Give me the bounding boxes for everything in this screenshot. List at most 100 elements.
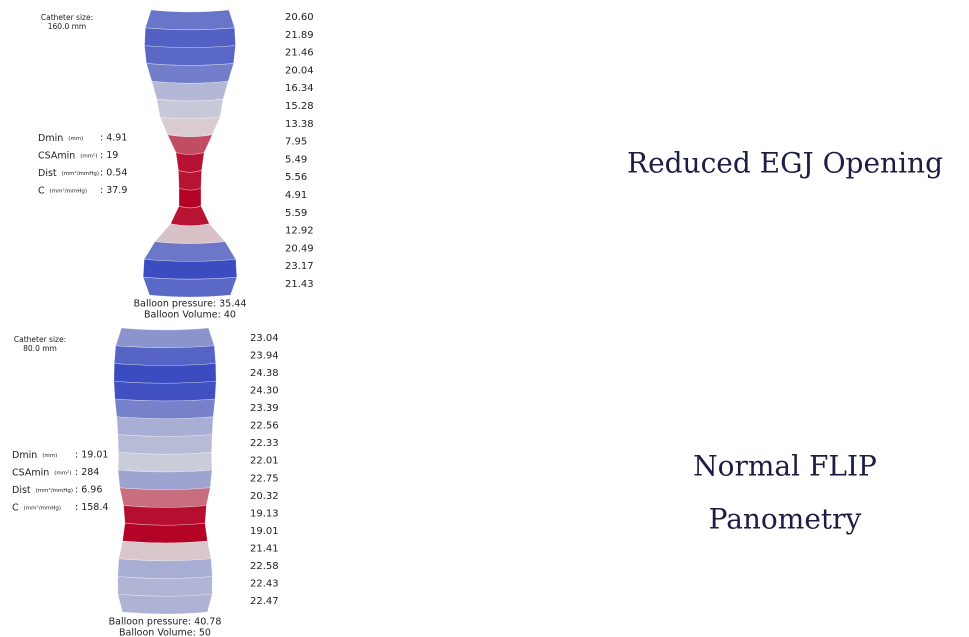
balloon-segment [143, 277, 237, 297]
diameter-label: 19.13 [250, 508, 279, 519]
diameter-label: 24.30 [250, 386, 279, 397]
stat-unit: (mm²/mmHg) [62, 170, 99, 177]
catheter-label: Catheter size: [14, 335, 66, 344]
stat-label: Dist (mm²/mmHg) [12, 485, 73, 496]
balloon-segment [157, 99, 223, 119]
stat-unit: (mm²/mmHg) [24, 504, 61, 511]
stat-unit: (mm) [68, 136, 83, 142]
stat-label: CSAmin(mm²) [12, 467, 71, 478]
diameter-label: 23.17 [285, 261, 314, 272]
stat-label: CSAmin (mm²) [38, 150, 97, 161]
diameter-label: 23.94 [250, 351, 279, 362]
diameter-label: 22.56 [250, 421, 279, 432]
balloon-segment [176, 153, 204, 173]
stat-unit: (mm²) [80, 152, 97, 159]
balloon-segment [118, 559, 213, 579]
balloon-segment [178, 170, 201, 190]
diameter-label: 5.56 [285, 172, 307, 183]
balloon-segment [114, 381, 216, 401]
diameter-label: 12.92 [285, 226, 314, 237]
stat-unit: (mm²/mmHg) [50, 187, 87, 194]
caption: Reduced EGJ Opening [627, 147, 943, 180]
balloon-segment [114, 364, 216, 384]
balloon-segment [124, 506, 207, 526]
stat-name: C [12, 502, 19, 513]
balloon-pressure: Balloon pressure: 40.78 [109, 617, 222, 628]
balloon-segment [168, 135, 213, 155]
balloon-segment [155, 224, 225, 244]
stat-value: : 37.9 [100, 185, 127, 196]
diameter-label: 20.60 [285, 12, 314, 23]
diameter-label: 4.91 [285, 190, 307, 201]
balloon-segment [145, 10, 234, 30]
stat-label: C (mm²/mmHg) [12, 502, 61, 513]
stat-name: C [38, 185, 45, 196]
diameter-label: 20.49 [285, 243, 314, 254]
diameter-label: 7.95 [285, 137, 307, 148]
balloon-volume: Balloon Volume: 40 [144, 310, 236, 321]
stat-name: Dmin [38, 133, 63, 144]
stat-name: CSAmin [38, 150, 75, 161]
stat-value: : 19.01 [75, 450, 108, 461]
balloon-segment [146, 63, 233, 83]
balloon-segment [118, 594, 212, 614]
diameter-label: 5.59 [285, 208, 307, 219]
stat-name: Dmin [12, 450, 37, 461]
catheter-size: 160.0 mm [48, 22, 86, 31]
diameter-label: 21.43 [285, 279, 314, 290]
balloon-segment [118, 435, 212, 455]
balloon-segment [123, 523, 208, 543]
balloon-segment [143, 259, 237, 279]
diameter-label: 21.46 [285, 48, 314, 59]
diameter-label: 20.32 [250, 491, 279, 502]
diameter-label: 20.04 [285, 65, 314, 76]
diameter-label: 21.41 [250, 543, 279, 554]
figure: 20.60 21.89 21.46 20.04 16.34 15.28 13.38 7.95 5… [0, 0, 969, 637]
balloon-segment [120, 488, 210, 508]
stat-label: Dmin (mm) [38, 133, 83, 144]
catheter-size: 80.0 mm [23, 344, 57, 353]
catheter-label: Catheter size: [41, 13, 93, 22]
diameter-label: 21.89 [285, 30, 314, 41]
diameter-label: 22.47 [250, 596, 279, 607]
balloon-segment [144, 46, 235, 66]
balloon-segment [171, 206, 210, 226]
diameter-label: 15.28 [285, 101, 314, 112]
diameter-label: 13.38 [285, 119, 314, 130]
stat-value: : 158.4 [75, 502, 108, 513]
stat-value: : 4.91 [100, 133, 127, 144]
balloon-segment [118, 452, 212, 472]
diameter-label: 22.75 [250, 473, 279, 484]
diameter-label: 22.01 [250, 456, 279, 467]
diameter-label: 22.43 [250, 578, 279, 589]
balloon-segment [117, 417, 213, 437]
stat-unit: (mm²) [54, 469, 71, 476]
stat-value: : 0.54 [100, 168, 127, 179]
diameter-label: 23.04 [250, 333, 279, 344]
diameter-label: 19.01 [250, 526, 279, 537]
stat-unit: (mm) [42, 453, 57, 459]
stat-label: Dmin (mm) [12, 450, 57, 461]
diameter-label: 23.39 [250, 403, 279, 414]
diameter-label: 16.34 [285, 83, 314, 94]
balloon-segment [118, 470, 212, 490]
stat-name: Dist [12, 485, 31, 496]
diameter-label: 5.49 [285, 154, 307, 165]
stat-unit: (mm²/mmHg) [36, 487, 73, 494]
diameter-label: 24.38 [250, 368, 279, 379]
balloon-pressure: Balloon pressure: 35.44 [134, 299, 247, 310]
balloon-segment [144, 28, 235, 48]
balloon-segment [115, 399, 215, 419]
diameter-label: 22.33 [250, 438, 279, 449]
balloon-volume: Balloon Volume: 50 [119, 628, 211, 637]
diameter-label: 22.58 [250, 561, 279, 572]
caption: Panometry [709, 503, 862, 536]
stat-label: Dist(mm²/mmHg) [38, 168, 99, 179]
stat-label: C (mm²/mmHg) [38, 185, 87, 196]
balloon-segment [144, 242, 236, 262]
balloon-segment [160, 117, 220, 137]
caption: Normal FLIP [693, 450, 877, 483]
stat-value: : 6.96 [75, 485, 102, 496]
stat-value: : 19 [100, 150, 118, 161]
balloon-segment [114, 346, 215, 366]
